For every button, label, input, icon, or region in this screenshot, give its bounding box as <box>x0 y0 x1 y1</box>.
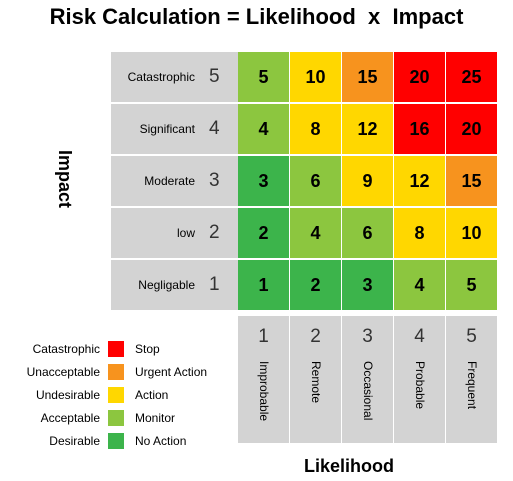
risk-cell: 3 <box>238 156 289 206</box>
legend-swatch <box>108 387 124 403</box>
legend-label: Unacceptable <box>26 365 100 379</box>
impact-level-name: Negligable <box>138 278 195 292</box>
impact-level-name: Moderate <box>144 174 195 188</box>
legend-swatch <box>108 364 124 380</box>
legend-action: Action <box>135 388 169 402</box>
legend-label: Undesirable <box>35 388 100 402</box>
legend-swatch <box>108 341 124 357</box>
x-axis-label: Likelihood <box>304 456 394 476</box>
likelihood-level-number: 3 <box>362 326 373 347</box>
likelihood-level-name: Improbable <box>257 361 271 422</box>
risk-cell: 5 <box>446 260 497 310</box>
impact-row-header: Significant 4 <box>111 104 238 154</box>
risk-cell: 2 <box>238 208 289 258</box>
risk-cell: 8 <box>394 208 445 258</box>
risk-cell: 20 <box>394 52 445 102</box>
impact-level-number: 4 <box>209 118 220 139</box>
likelihood-column-header: 3 Occasional <box>342 316 393 443</box>
legend-action: No Action <box>135 434 187 448</box>
impact-level-name: Significant <box>139 122 195 136</box>
impact-row-header: low 2 <box>111 208 238 258</box>
impact-row-header: Moderate 3 <box>111 156 238 206</box>
likelihood-column-header: 1 Improbable <box>238 316 289 443</box>
risk-cell: 6 <box>290 156 341 206</box>
risk-cell: 4 <box>394 260 445 310</box>
risk-cell: 20 <box>446 104 497 154</box>
legend-action: Urgent Action <box>135 365 208 379</box>
risk-cell: 15 <box>446 156 497 206</box>
legend-action: Stop <box>135 342 160 356</box>
likelihood-level-name: Probable <box>413 361 427 410</box>
page-title: Risk Calculation = Likelihood x Impact <box>49 4 464 29</box>
risk-cell: 6 <box>342 208 393 258</box>
risk-cell: 3 <box>342 260 393 310</box>
impact-level-name: low <box>176 226 195 240</box>
risk-cell: 9 <box>342 156 393 206</box>
impact-level-number: 1 <box>209 274 220 295</box>
risk-cell: 12 <box>394 156 445 206</box>
impact-level-number: 2 <box>209 222 220 243</box>
risk-cell: 4 <box>238 104 289 154</box>
risk-cell: 2 <box>290 260 341 310</box>
likelihood-level-number: 2 <box>310 326 321 347</box>
legend-label: Acceptable <box>40 411 100 425</box>
likelihood-level-number: 1 <box>258 326 269 347</box>
legend-action: Monitor <box>135 411 176 425</box>
impact-level-number: 5 <box>209 66 220 87</box>
risk-cell: 12 <box>342 104 393 154</box>
legend-swatch <box>108 433 124 449</box>
risk-cell: 5 <box>238 52 289 102</box>
risk-cell: 10 <box>446 208 497 258</box>
likelihood-level-name: Remote <box>309 361 323 404</box>
impact-level-number: 3 <box>209 170 220 191</box>
likelihood-level-name: Frequent <box>465 361 479 410</box>
likelihood-level-number: 5 <box>466 326 477 347</box>
y-axis-label: Impact <box>55 150 75 209</box>
impact-row-header: Negligable 1 <box>111 260 238 310</box>
risk-cell: 1 <box>238 260 289 310</box>
likelihood-column-header: 5 Frequent <box>446 316 497 443</box>
likelihood-level-name: Occasional <box>361 361 375 421</box>
likelihood-level-number: 4 <box>414 326 425 347</box>
risk-cell: 15 <box>342 52 393 102</box>
risk-cell: 4 <box>290 208 341 258</box>
legend-swatch <box>108 410 124 426</box>
legend-label: Desirable <box>49 434 100 448</box>
impact-level-name: Catastrophic <box>127 70 195 84</box>
likelihood-column-header: 2 Remote <box>290 316 341 443</box>
legend-label: Catastrophic <box>32 342 100 356</box>
likelihood-column-header: 4 Probable <box>394 316 445 443</box>
risk-cell: 16 <box>394 104 445 154</box>
risk-cell: 8 <box>290 104 341 154</box>
impact-row-header: Catastrophic 5 <box>111 52 238 102</box>
risk-cell: 10 <box>290 52 341 102</box>
risk-cell: 25 <box>446 52 497 102</box>
